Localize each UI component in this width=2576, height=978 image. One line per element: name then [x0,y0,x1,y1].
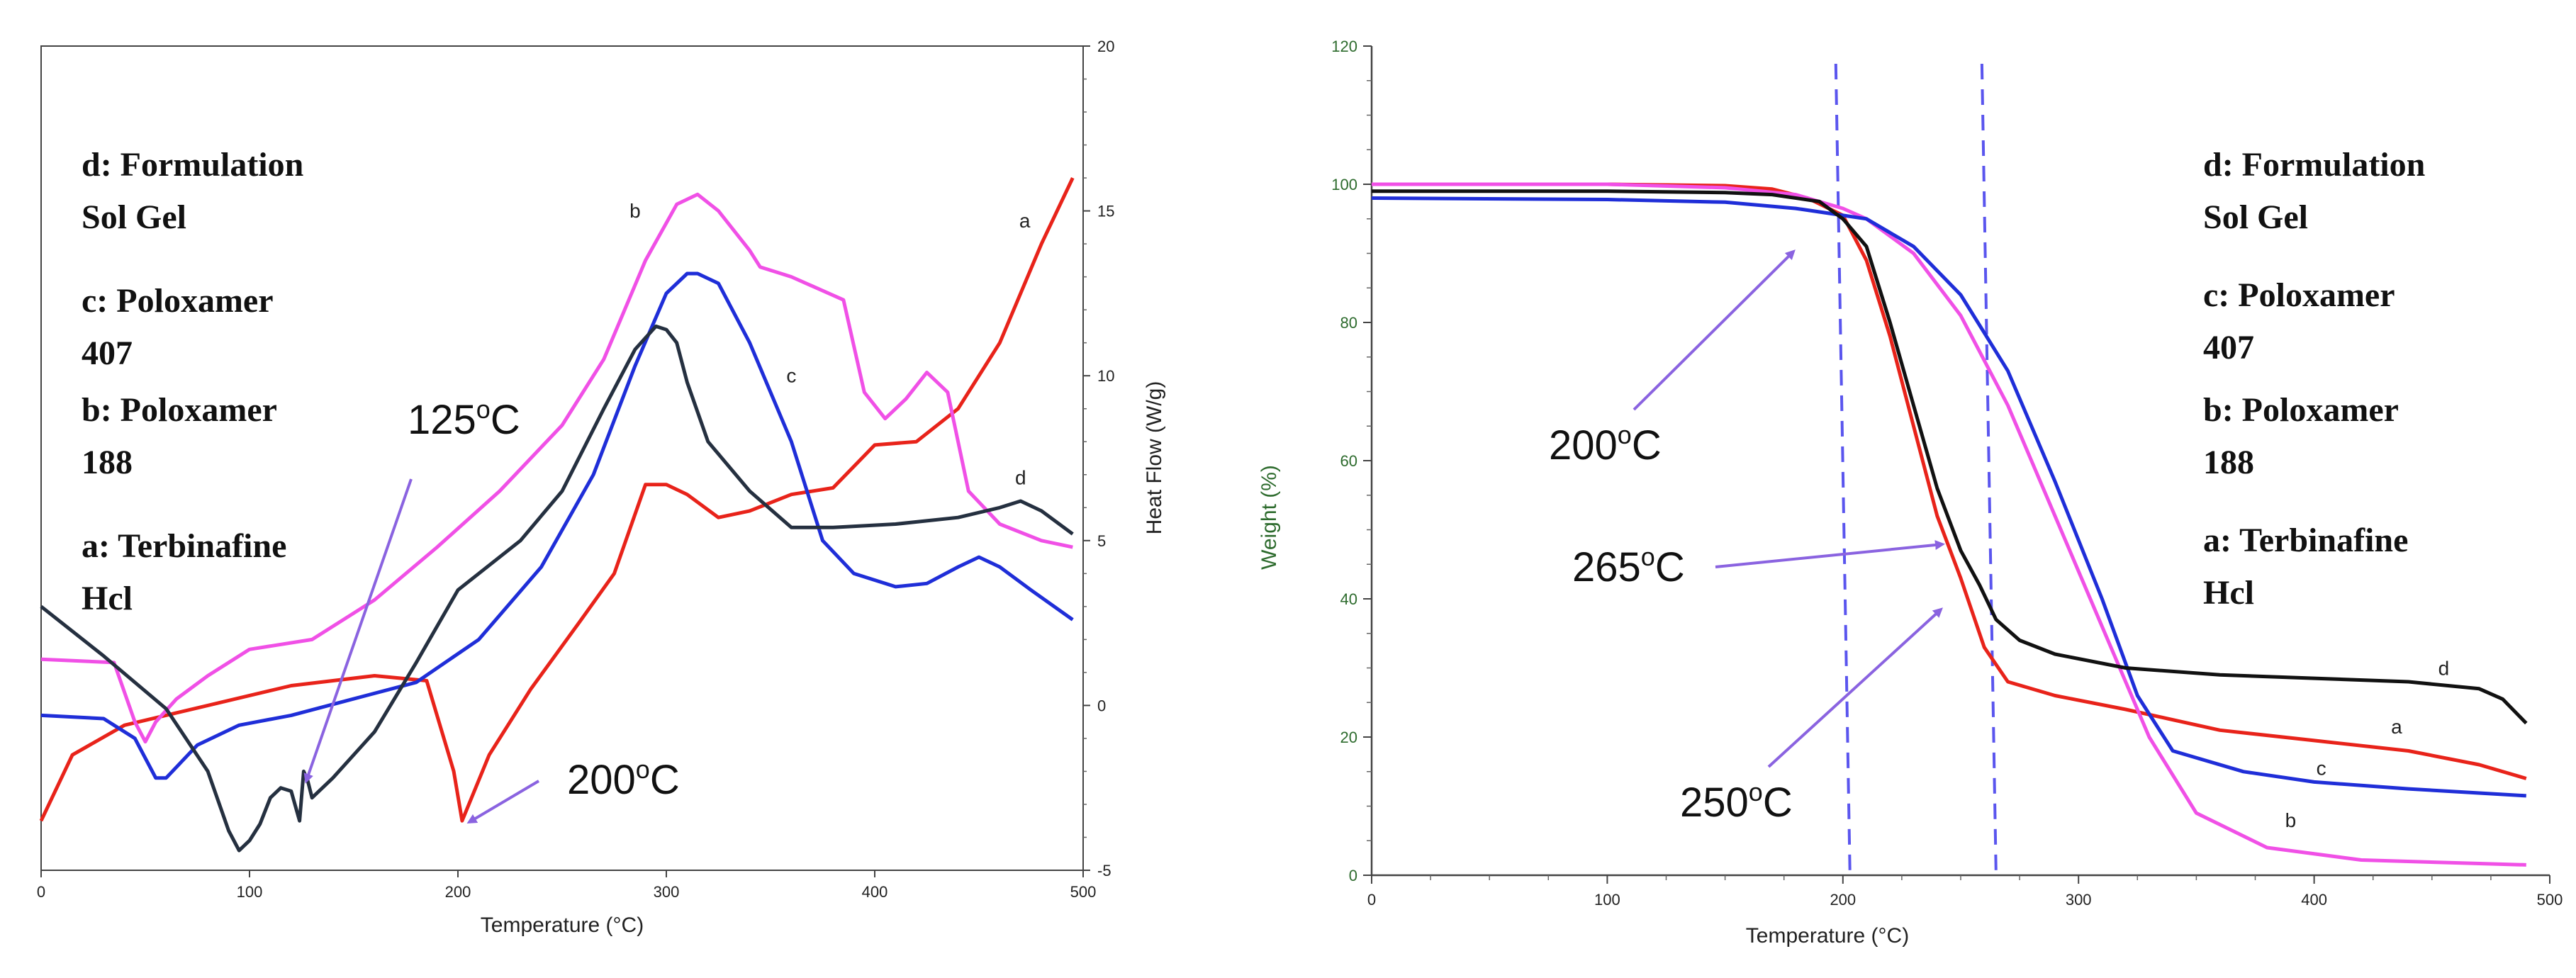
dsc-legend-line: Sol Gel [82,198,186,236]
dsc-y-tick-label: 0 [1097,697,1106,714]
tga-series-c-line [1371,196,2526,798]
tga-reference-dashed-line [1834,63,1852,876]
tga-chart: 0 100 200 300 400 500 0 20 40 60 80 100 120 a b c d Te… [1258,38,2563,948]
tga-y-tick-label: 100 [1331,176,1357,193]
tga-series-a-line [1372,182,2527,780]
tga-y-tick-label: 0 [1349,867,1357,884]
tga-annotation-arrow [1767,607,1943,768]
tga-annotation-arrow [1715,540,1945,568]
dsc-series-b-line [40,192,1073,744]
tga-y-tick-label: 40 [1340,590,1357,608]
tga-annotation-label: 200oC [1549,420,1662,468]
tga-legend: d: Formulation Sol Gel c: Poloxamer 407 b: P… [2203,146,2425,612]
tga-y-tick-label: 60 [1340,452,1357,470]
tga-annotation-label: 265oC [1572,542,1685,590]
tga-series-d-label: d [2438,657,2450,679]
dsc-series-a-label: a [1019,210,1031,232]
tga-x-tick-label: 300 [2066,891,2092,909]
dsc-series-c-label: c [786,365,796,387]
dsc-x-tick-label: 0 [37,883,45,901]
dsc-legend-line: b: Poloxamer [82,391,277,429]
dsc-y-tick-label: 15 [1097,203,1114,220]
tga-y-tick-label: 80 [1340,314,1357,332]
dsc-legend-line: Hcl [82,580,133,617]
tga-series-d-line [1372,189,2528,725]
tga-legend-line: 407 [2203,329,2254,366]
dsc-y-tick-label: 20 [1097,38,1114,55]
dsc-series-b-label: b [629,200,641,222]
tga-series-b-label: b [2285,809,2297,831]
tga-legend-line: Hcl [2203,574,2254,612]
tga-x-tick-label: 0 [1367,891,1376,909]
dsc-annotation-label: 125oC [408,395,520,443]
tga-x-axis-label: Temperature (°C) [1746,924,1909,948]
tga-legend-line: d: Formulation [2203,146,2425,184]
tga-series-c-label: c [2317,758,2326,780]
dsc-series-a-line [39,177,1075,823]
dsc-series-c-line [40,271,1074,780]
tga-legend-line: Sol Gel [2203,198,2308,236]
dsc-x-tick-label: 400 [862,883,888,901]
tga-legend-line: 188 [2203,444,2254,481]
tga-annotation-label: 250oC [1680,777,1793,826]
dsc-x-tick-label: 100 [237,883,263,901]
dsc-legend-line: a: Terbinafine [82,527,286,565]
tga-y-tick-label: 120 [1331,38,1357,55]
dsc-series-d-label: d [1015,467,1026,489]
dsc-annotation-arrow [466,780,540,824]
dsc-legend-line: 407 [82,335,133,372]
tga-y-axis-label: Weight (%) [1258,465,1281,570]
dsc-annotation-arrow [303,478,413,784]
dsc-x-tick-label: 300 [654,883,680,901]
tga-x-tick-label: 500 [2537,891,2563,909]
dsc-annotation-label: 200oC [567,755,680,803]
dsc-legend: d: Formulation Sol Gel c: Poloxamer 407 b: P… [82,146,303,617]
tga-annotation-arrow [1633,249,1796,411]
dsc-x-axis-label: Temperature (°C) [481,914,644,937]
tga-x-tick-label: 400 [2301,891,2327,909]
dsc-y-tick-label: -5 [1097,862,1111,879]
tga-series-a-label: a [2391,716,2402,738]
tga-x-tick-label: 100 [1594,891,1620,909]
dsc-x-tick-label: 200 [445,883,471,901]
dsc-plot-frame [40,45,1084,871]
tga-x-tick-label: 200 [1830,891,1856,909]
tga-reference-dashed-line [1980,63,1998,876]
dsc-y-tick-label: 10 [1097,367,1114,385]
tga-y-tick-label: 20 [1340,729,1357,746]
tga-series-b-line [1372,182,2526,867]
dsc-x-tick-label: 500 [1070,883,1097,901]
tga-legend-line: a: Terbinafine [2203,522,2408,559]
dsc-series-d-line [40,324,1074,853]
tga-legend-line: c: Poloxamer [2203,276,2395,314]
tga-legend-line: b: Poloxamer [2203,391,2399,429]
dsc-y-tick-label: 5 [1097,532,1106,550]
dsc-legend-line: c: Poloxamer [82,282,274,320]
dsc-chart: 0 100 200 300 400 500 20 15 10 5 0 -5 a b c d Tempera… [37,38,1166,937]
dsc-legend-line: d: Formulation [82,146,303,184]
dsc-y-axis-label: Heat Flow (W/g) [1143,381,1166,535]
dsc-legend-line: 188 [82,444,133,481]
